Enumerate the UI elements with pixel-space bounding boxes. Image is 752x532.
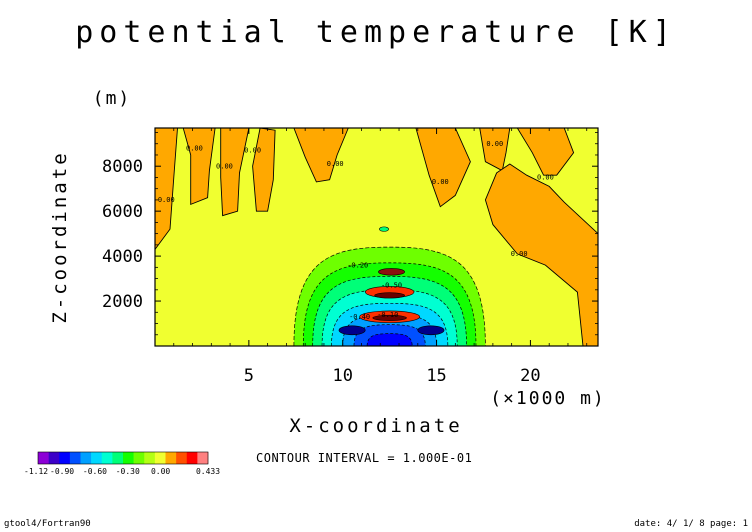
- x-axis-unit: (×1000 m): [490, 388, 606, 409]
- colorbar-tick-label: -0.30: [116, 467, 140, 476]
- colorbar-tick-label: -1.12: [24, 467, 48, 476]
- y-tick-label: 8000: [102, 157, 143, 177]
- contour-interval-text: CONTOUR INTERVAL = 1.000E-01: [256, 451, 472, 465]
- y-axis-label: Z-coordinate: [49, 150, 71, 323]
- colorbar-swatch-11: [144, 452, 156, 464]
- contour-label-3: 0.00: [216, 162, 233, 170]
- footer-left: gtool4/Fortran90: [4, 519, 91, 529]
- colorbar-swatch-16: [197, 452, 209, 464]
- x-tick-label: 10: [332, 366, 352, 386]
- contour-label-8: 0.00: [537, 174, 554, 182]
- colorbar-swatch-13: [165, 452, 177, 464]
- y-tick-label: 6000: [102, 202, 143, 222]
- cold-band-8: [366, 333, 413, 347]
- colorbar-swatch-6: [91, 452, 103, 464]
- x-tick-label: 20: [520, 366, 540, 386]
- colorbar: -1.12 -0.90 -0.60 -0.30 0.00 0.433: [24, 451, 220, 476]
- y-axis-unit: (m): [93, 88, 132, 109]
- contour-label-4: 0.00: [244, 147, 261, 155]
- axis-ticks: 5 10 15 20 2000 4000 6000 8000: [102, 128, 598, 386]
- colorbar-tick-label: -0.60: [83, 467, 107, 476]
- colorbar-swatch-3: [59, 452, 71, 464]
- plot-frame: [154, 127, 599, 347]
- gradient-lens-8: [379, 226, 390, 232]
- contour-labels: 0.00 0.00 0.00 0.00 0.00 0.00 0.00 0.00 0.00 -0.2…: [158, 140, 554, 321]
- warm-region-4: [252, 127, 276, 212]
- colorbar-tick-label: 0.433: [196, 467, 220, 476]
- x-tick-label: 15: [426, 366, 446, 386]
- contour-label-2: 0.00: [186, 144, 203, 152]
- contour-label-11: -0.50: [381, 282, 402, 290]
- footer-right: date: 4/ 1/ 8 page: 1: [634, 519, 748, 529]
- y-tick-label: 2000: [102, 292, 143, 312]
- contour-label-10: -0.20: [347, 261, 368, 269]
- colorbar-swatch-15: [186, 452, 198, 464]
- plot-area: 0.00 0.00 0.00 0.00 0.00 0.00 0.00 0.00 0.00 -0.2…: [102, 127, 599, 386]
- contour-label-1: 0.00: [158, 196, 175, 204]
- gradient-lens-7: [417, 325, 445, 336]
- colorbar-swatch-12: [154, 452, 166, 464]
- colorbar-swatch-8: [112, 452, 124, 464]
- colorbar-swatch-5: [80, 452, 92, 464]
- warm-region-9: [484, 163, 599, 347]
- cold-core: [293, 226, 486, 347]
- y-tick-label: 4000: [102, 247, 143, 267]
- colorbar-swatch-10: [133, 452, 145, 464]
- contour-label-5: 0.00: [327, 160, 344, 168]
- contour-label-13: -0.40: [349, 313, 370, 321]
- colorbar-swatch-7: [101, 452, 113, 464]
- colorbar-swatch-14: [176, 452, 188, 464]
- warm-regions: [154, 127, 599, 347]
- x-tick-label: 5: [244, 366, 254, 386]
- colorbar-swatch-1: [38, 452, 49, 464]
- colorbar-tick-label: -0.90: [50, 467, 74, 476]
- contour-label-7: 0.00: [486, 140, 503, 148]
- gradient-lens-3: [374, 292, 405, 299]
- contour-label-9: 0.00: [511, 250, 528, 258]
- colorbar-swatch-2: [48, 452, 60, 464]
- gradient-lens-6: [338, 325, 366, 336]
- colorbar-tick-label: 0.00: [151, 467, 170, 476]
- contour-label-12: -0.10: [377, 311, 398, 319]
- colorbar-swatch-4: [69, 452, 81, 464]
- gradient-lens-5: [372, 314, 407, 321]
- gradient-lens-1: [378, 268, 405, 276]
- chart-title: potential temperature [K]: [75, 15, 677, 50]
- contour-label-6: 0.00: [432, 178, 449, 186]
- x-axis-label: X-coordinate: [289, 415, 462, 437]
- colorbar-frame: [37, 451, 209, 465]
- colorbar-swatch-9: [123, 452, 134, 464]
